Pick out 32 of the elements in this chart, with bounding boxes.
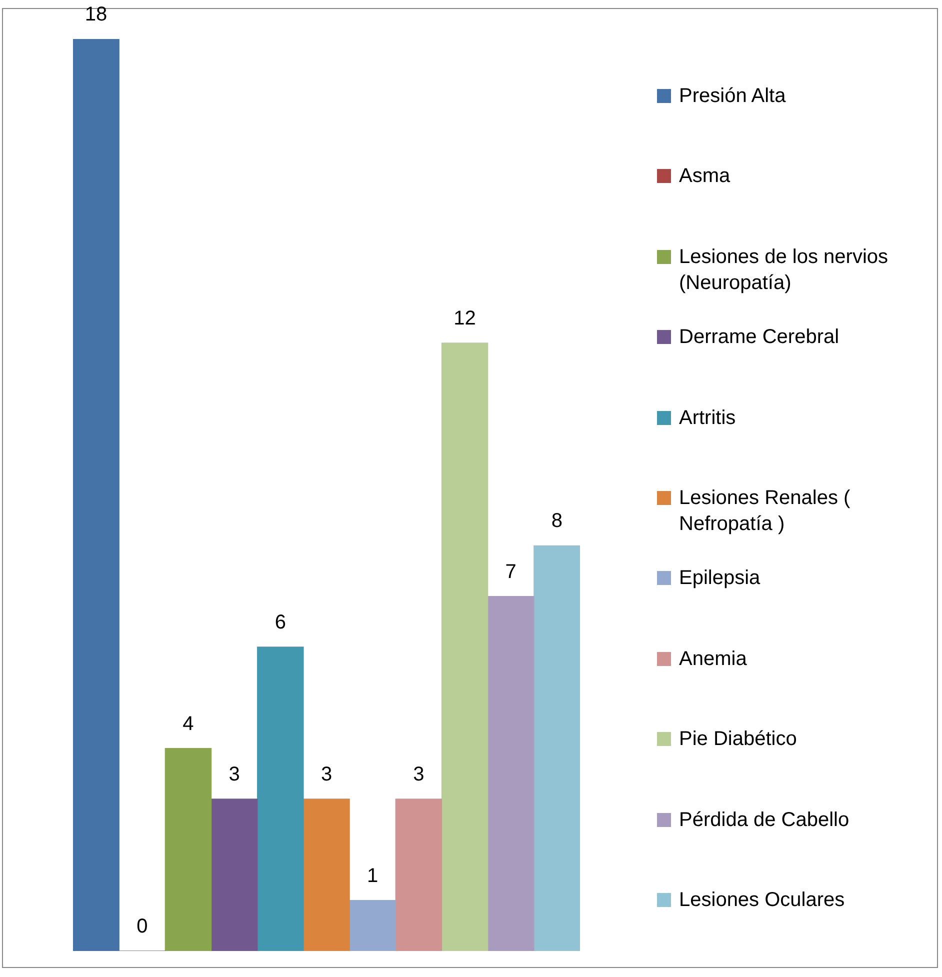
data-label: 7: [505, 560, 516, 583]
data-label: 4: [182, 712, 194, 735]
bar: [534, 545, 580, 951]
legend-label: Presión Alta: [679, 84, 787, 109]
data-label: 3: [228, 764, 240, 786]
legend-label: Artritis: [679, 406, 737, 431]
legend-label: Anemia: [679, 646, 748, 672]
data-label: 12: [454, 308, 476, 330]
data-label: 8: [551, 510, 563, 532]
legend-label: Pérdida de Cabello: [679, 808, 850, 833]
bar: [487, 596, 534, 951]
legend-label: Lesiones Renales ( Nefropatía ): [679, 486, 852, 537]
data-label: 0: [136, 916, 148, 938]
data-label: 18: [84, 4, 108, 26]
legend-label: Lesiones de los nervios (Neuropatía): [679, 244, 890, 296]
bar: [303, 798, 350, 951]
bar: [257, 646, 304, 951]
legend-label: Lesiones Oculares: [679, 888, 846, 913]
bar: [210, 798, 258, 951]
legend-label: Derrame Cerebral: [679, 325, 840, 350]
legend-label: Asma: [679, 164, 732, 190]
bar: [73, 39, 120, 951]
bar: [441, 342, 488, 951]
data-label: 1: [367, 864, 378, 887]
bar: [349, 900, 396, 951]
legend-label: Pie Diabético: [679, 727, 798, 752]
legend-label: Epilepsia: [679, 566, 762, 592]
data-label: 6: [274, 612, 286, 634]
bar: [395, 798, 442, 951]
bar: [164, 748, 212, 951]
data-label: 3: [413, 764, 424, 786]
data-label: 3: [320, 764, 332, 786]
